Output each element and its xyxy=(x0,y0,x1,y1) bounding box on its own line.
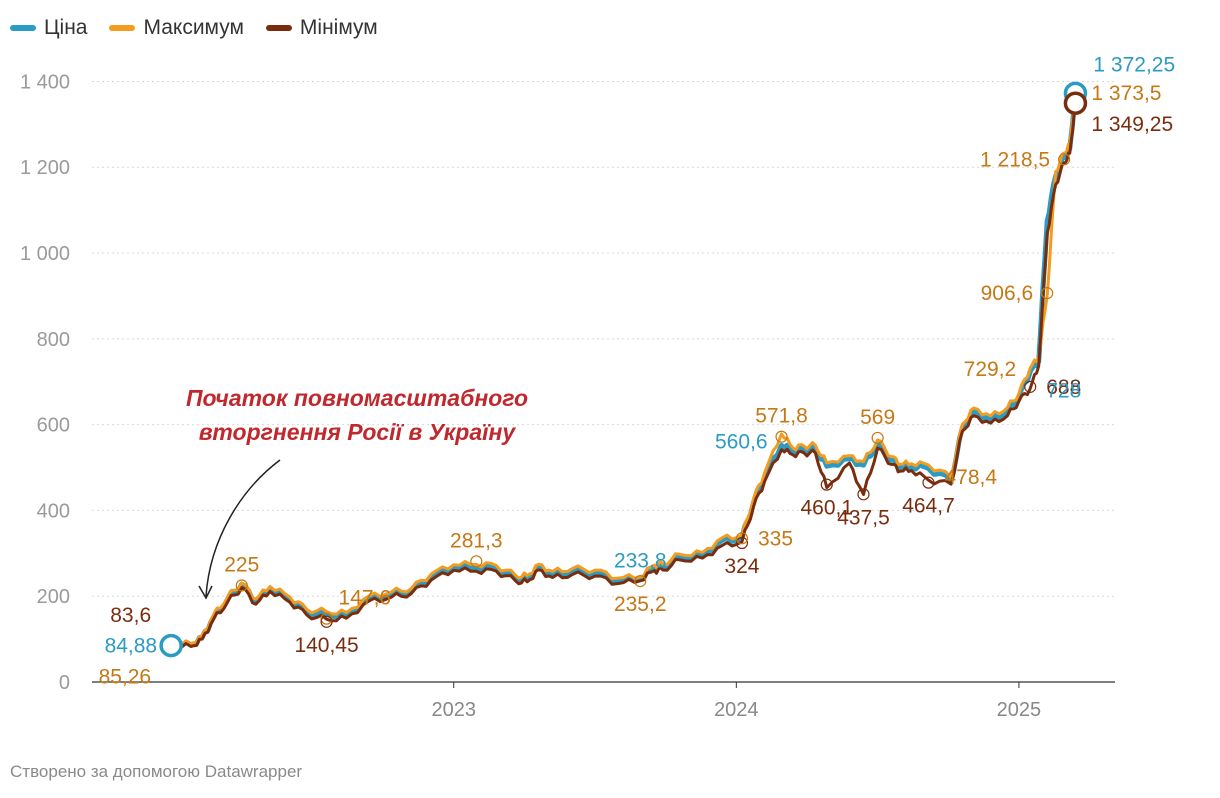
annotation-label: 225 xyxy=(224,553,259,576)
series-line-max xyxy=(170,92,1077,649)
annotation-marker xyxy=(735,536,749,550)
annotation-marker xyxy=(735,532,749,545)
annotation-marker xyxy=(1058,153,1071,166)
y-tick-label: 1 400 xyxy=(20,71,70,93)
annotation-label: 1 373,5 xyxy=(1091,82,1161,105)
annotation-label: 335 xyxy=(758,527,793,550)
series-line-min xyxy=(170,103,1077,651)
annotation-labels: 84,88 83,6 85,26 225 147,6 140,45 281,3 233,8 23… xyxy=(99,53,1176,688)
annotation-marker xyxy=(235,579,248,592)
annotation-marker xyxy=(820,478,833,491)
y-tick-label: 600 xyxy=(37,415,70,437)
note-arrow xyxy=(205,459,281,597)
annotation-marker xyxy=(634,575,647,588)
chart-legend: Ціна Максимум Мінімум xyxy=(10,16,378,40)
annotation-marker xyxy=(857,488,870,501)
annotation-label: 1 218,5 xyxy=(980,148,1050,171)
y-axis-ticks: 0 200 400 600 800 1 000 1 200 1 400 xyxy=(20,71,70,694)
legend-item-price[interactable]: Ціна xyxy=(10,16,87,40)
series-lines xyxy=(170,92,1078,651)
annotation-marker xyxy=(871,431,884,445)
annotation-label: 688 xyxy=(1046,376,1081,399)
annotation-label: 83,6 xyxy=(110,604,151,627)
note-line-1: Початок повномасштабного xyxy=(186,385,528,411)
annotation-label: 140,45 xyxy=(294,634,358,657)
x-tick-label: 2024 xyxy=(714,699,759,721)
grid-lines xyxy=(92,80,1115,683)
annotation-label: 324 xyxy=(724,555,759,578)
annotation-label: 729,2 xyxy=(964,358,1017,381)
legend-item-max[interactable]: Максимум xyxy=(109,16,244,40)
annotation-label: 437,5 xyxy=(837,506,890,529)
annotation-label: 85,26 xyxy=(99,665,152,688)
annotation-label: 464,7 xyxy=(902,495,955,518)
legend-swatch-max xyxy=(109,25,136,31)
x-axis-ticks: 2023 2024 2025 xyxy=(431,682,1041,721)
annotation-label: 728 xyxy=(1046,380,1081,403)
annotation-label: 478,4 xyxy=(944,466,997,489)
annotation-label: 460,1 xyxy=(800,497,853,520)
annotation-marker xyxy=(320,615,333,628)
annotation-marker xyxy=(470,555,483,568)
annotation-label: 569 xyxy=(860,406,895,429)
legend-label-price: Ціна xyxy=(44,16,88,39)
note-arrow-head xyxy=(198,585,213,600)
x-tick-label: 2025 xyxy=(997,699,1042,721)
invasion-note: Початок повномасштабного вторгнення Росі… xyxy=(186,385,528,600)
y-tick-label: 1 000 xyxy=(20,243,70,265)
annotation-marker xyxy=(1041,286,1054,300)
annotation-label: 1 349,25 xyxy=(1091,113,1173,136)
annotation-marker xyxy=(922,476,935,489)
annotation-label: 235,2 xyxy=(614,593,667,616)
legend-item-min[interactable]: Мінімум xyxy=(265,16,378,40)
legend-label-min: Мінімум xyxy=(299,16,378,39)
annotation-label: 281,3 xyxy=(450,529,503,552)
legend-swatch-price xyxy=(10,25,36,31)
note-line-2: вторгнення Росії в Україну xyxy=(199,419,517,445)
annotation-label: 560,6 xyxy=(715,431,768,454)
annotation-label: 1 372,25 xyxy=(1093,53,1175,76)
annotation-label: 233,8 xyxy=(614,550,667,573)
annotation-markers xyxy=(159,81,1088,658)
annotation-label: 84,88 xyxy=(105,635,158,658)
y-tick-label: 400 xyxy=(37,500,70,522)
annotation-label: 906,6 xyxy=(981,282,1034,305)
series-line-price xyxy=(170,93,1078,651)
x-tick-label: 2023 xyxy=(431,699,476,721)
y-tick-label: 0 xyxy=(59,672,70,694)
y-tick-label: 1 200 xyxy=(20,157,70,179)
legend-swatch-min xyxy=(265,25,292,31)
annotation-marker xyxy=(1024,380,1037,393)
annotation-marker xyxy=(320,612,333,625)
footer-credit: Створено за допомогою Datawrapper xyxy=(10,762,303,781)
annotation-marker xyxy=(159,633,183,658)
y-tick-label: 200 xyxy=(37,586,70,608)
y-tick-label: 800 xyxy=(37,329,70,351)
annotation-marker xyxy=(775,430,788,443)
annotation-label: 147,6 xyxy=(339,587,392,610)
annotation-marker xyxy=(1063,91,1088,115)
annotation-label: 571,8 xyxy=(755,405,808,428)
legend-label-max: Максимум xyxy=(143,16,244,39)
